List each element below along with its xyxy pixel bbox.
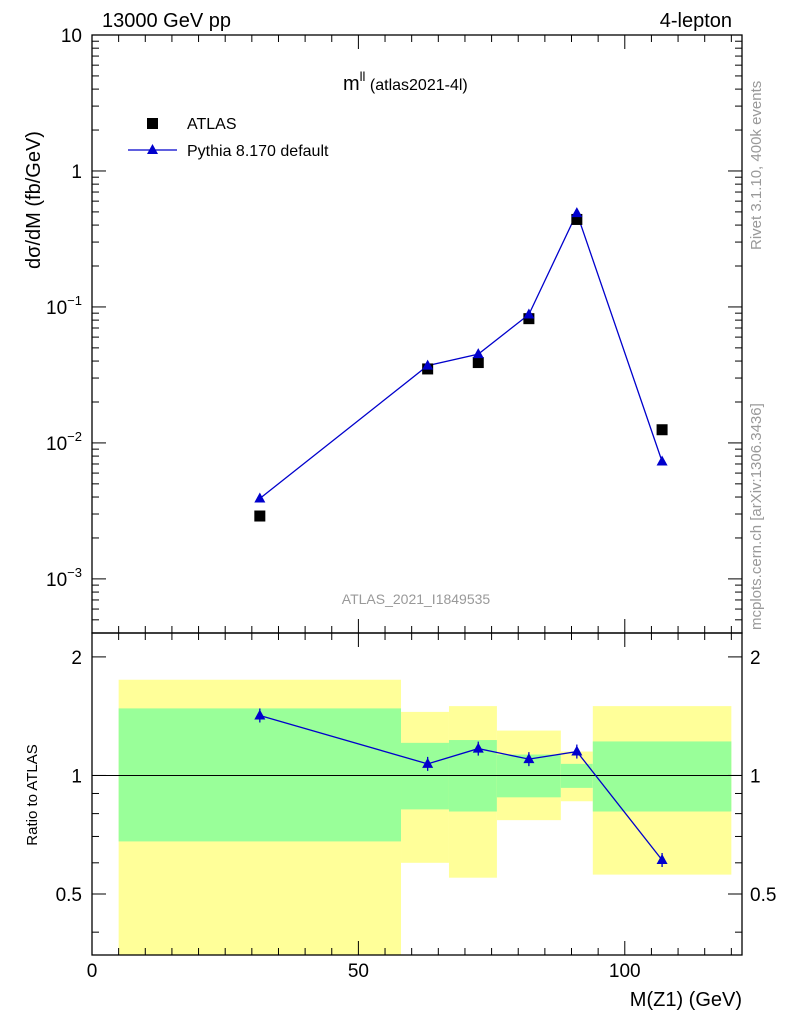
main-y-tick-label-exp: −1 [67, 293, 82, 308]
plot-title-main: m [343, 73, 360, 95]
plot-title-sup: ll [360, 69, 366, 84]
ratio-y-tick-labels-right: 210.5 [750, 648, 776, 906]
atlas-data-point [472, 357, 484, 369]
main-y-tick-label: 1 [71, 162, 82, 183]
atlas-data-point [656, 424, 668, 436]
mc-data-point [254, 492, 266, 503]
energy-label: 13000 GeV pp [102, 10, 231, 32]
ratio-y-tick-label: 1 [750, 766, 761, 787]
main-y-tick-label: 10 [61, 26, 82, 47]
ratio-y-tick-label: 2 [71, 648, 82, 669]
inner-uncertainty-band [401, 742, 449, 810]
analysis-watermark: ATLAS_2021_I1849535 [342, 591, 491, 607]
ratio-uncertainty-bands [118, 679, 732, 955]
plot-title: mll (atlas2021-4l) [343, 69, 468, 95]
ratio-data-point [571, 745, 583, 756]
x-tick-label: 0 [87, 961, 98, 982]
legend-pythia-marker [147, 144, 158, 154]
x-tick-label: 50 [348, 961, 369, 982]
mc-data-point [422, 359, 434, 370]
atlas-data-point [571, 213, 583, 225]
rivet-label: Rivet 3.1.10, 400k events [748, 81, 765, 250]
ratio-x-tick-labels: 0 50 100 [87, 961, 641, 982]
main-y-tick-label: 10−3 [46, 565, 82, 591]
ratio-panel-ticks [91, 633, 742, 955]
legend: ATLAS Pythia 8.170 default [128, 116, 329, 160]
mc-data-point [523, 308, 535, 319]
main-y-axis-label: dσ/dM (fb/GeV) [23, 131, 45, 269]
inner-uncertainty-band [592, 741, 732, 812]
main-y-tick-label-exp: −2 [67, 429, 82, 444]
ratio-y-tick-label: 1 [71, 766, 82, 787]
legend-atlas-marker [147, 118, 158, 129]
atlas-data-point [523, 313, 535, 325]
main-y-tick-label: 10−2 [46, 429, 82, 455]
plot-title-suffix: (atlas2021-4l) [365, 77, 467, 94]
ratio-panel-frame [91, 632, 743, 956]
main-y-tick-label-exp: −3 [67, 565, 82, 580]
main-y-tick-label: 10−1 [46, 293, 82, 319]
ratio-data-point [656, 853, 668, 864]
ratio-series-line [259, 714, 663, 861]
main-panel-ticks [91, 34, 742, 634]
x-axis-label: M(Z1) (GeV) [630, 989, 742, 1011]
atlas-data-point [254, 510, 266, 522]
ratio-data-point [422, 757, 434, 768]
main-y-tick-label-base: 1 [71, 162, 82, 183]
main-y-tick-label-base: 10 [46, 570, 67, 591]
ratio-panel: 210.5 210.5 0 50 100 Ratio to ATLAS M(Z1) … [24, 632, 776, 1011]
main-y-tick-label-base: 10 [46, 434, 67, 455]
mc-data-point [571, 207, 583, 218]
main-panel-series [254, 207, 668, 522]
mcplots-label: mcplots.cern.ch [arXiv:1306.3436] [748, 403, 765, 630]
mc-data-point [656, 455, 668, 466]
inner-uncertainty-band [118, 708, 402, 842]
ratio-data-point [523, 753, 535, 764]
mc-data-point [472, 348, 484, 359]
legend-pythia-label: Pythia 8.170 default [187, 143, 329, 160]
ratio-y-tick-label: 2 [750, 648, 761, 669]
ratio-data-point [472, 742, 484, 753]
main-y-tick-label-base: 10 [61, 26, 82, 47]
ratio-y-axis-label: Ratio to ATLAS [24, 744, 41, 845]
ratio-y-tick-labels-left: 210.5 [56, 648, 82, 906]
process-label: 4-lepton [660, 10, 732, 32]
ratio-series [254, 708, 668, 867]
ratio-y-tick-label: 0.5 [56, 885, 82, 906]
mc-series-line [259, 211, 663, 500]
main-y-tick-label-base: 10 [46, 298, 67, 319]
ratio-y-tick-label: 0.5 [750, 885, 776, 906]
legend-atlas-label: ATLAS [187, 116, 237, 133]
x-tick-label: 100 [609, 961, 641, 982]
ratio-data-point [254, 709, 266, 720]
